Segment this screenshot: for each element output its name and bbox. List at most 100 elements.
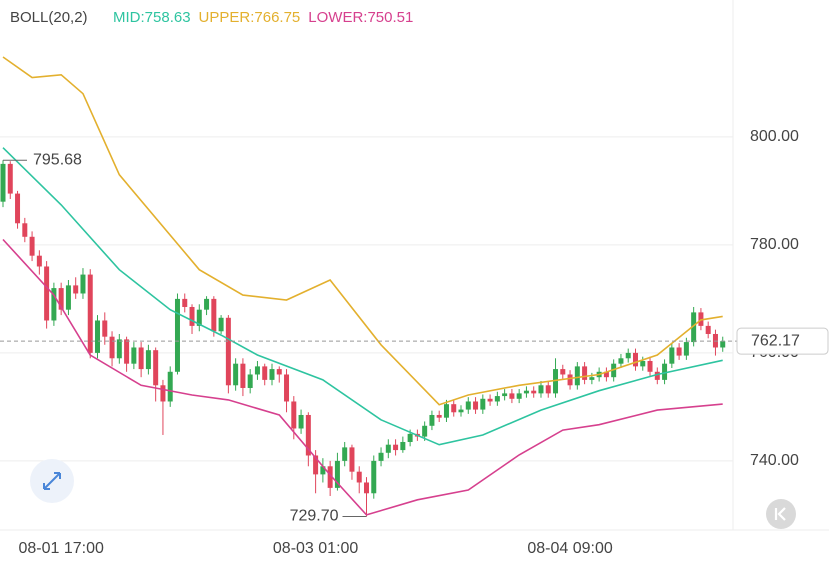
last-price-badge: [736, 327, 829, 355]
candle-body: [298, 414, 304, 429]
scroll-icon: [774, 507, 786, 521]
candle-body: [705, 325, 711, 334]
legend-entry: MID:758.63: [113, 9, 191, 26]
candle-body: [618, 358, 624, 364]
candle-body: [116, 339, 122, 359]
candle-body: [247, 374, 253, 388]
last-price-label: 762.17: [751, 332, 800, 349]
candle-body: [204, 298, 210, 310]
candle-body: [233, 363, 239, 386]
candle-body: [654, 371, 660, 380]
candle-body: [407, 433, 413, 442]
candle-body: [87, 274, 93, 353]
candle-body: [567, 374, 573, 386]
candle-body: [160, 385, 166, 402]
band-line: [2, 56, 723, 406]
expand-button[interactable]: [30, 459, 74, 503]
y-tick-label: 800.00: [750, 128, 799, 145]
candle-body: [429, 414, 435, 426]
candle-body: [0, 163, 6, 202]
candle-body: [138, 347, 144, 370]
candle-body: [385, 444, 391, 453]
candle-body: [625, 352, 631, 359]
candle-body: [509, 393, 515, 399]
candle-body: [29, 236, 35, 256]
x-tick-label: 08-03 01:00: [273, 540, 359, 557]
candle-body: [269, 369, 275, 380]
candle-body: [393, 444, 399, 451]
candle-body: [443, 404, 449, 418]
candle-body: [640, 360, 646, 367]
candle-body: [451, 404, 457, 413]
candle-body: [662, 363, 668, 380]
y-tick-label: 780.00: [750, 236, 799, 253]
candle-body: [174, 298, 180, 372]
candle-body: [502, 393, 508, 397]
scroll-latest-button[interactable]: [766, 499, 796, 529]
candle-body: [291, 401, 297, 429]
candle-body: [131, 347, 137, 364]
candle-body: [422, 425, 428, 437]
candle-body: [15, 193, 21, 224]
candle-body: [632, 352, 638, 367]
candle-body: [7, 163, 13, 194]
candle-body: [589, 377, 595, 380]
candle-body: [153, 350, 159, 386]
expand-icon: [43, 472, 61, 490]
annotation-label: 795.68: [33, 151, 82, 168]
candle-body: [553, 369, 559, 394]
candle-body: [356, 471, 362, 483]
candle-body: [582, 366, 588, 380]
candle-body: [458, 409, 464, 413]
candle-body: [560, 369, 566, 375]
candle-body: [95, 320, 101, 353]
candle-body: [676, 347, 682, 356]
candle-body: [603, 371, 609, 378]
candle-body: [480, 398, 486, 410]
candle-body: [182, 298, 188, 307]
candle-body: [102, 320, 108, 337]
band-line: [2, 147, 723, 446]
candle-body: [240, 363, 246, 388]
candle-body: [545, 385, 551, 394]
candle-body: [284, 374, 290, 402]
candle-body: [22, 223, 28, 237]
candle-body: [523, 390, 529, 394]
candle-body: [313, 455, 319, 475]
candle-body: [65, 285, 71, 310]
candle-body: [691, 312, 697, 343]
candle-body: [124, 339, 130, 364]
candle-body: [720, 341, 726, 348]
candle-body: [51, 288, 57, 321]
candle-body: [669, 347, 675, 364]
candle-body: [305, 414, 311, 456]
candle-body: [80, 274, 86, 294]
indicator-title: BOLL(20,2): [10, 9, 88, 26]
candle-body: [327, 466, 333, 488]
x-tick-label: 08-04 09:00: [527, 540, 613, 557]
candle-body: [254, 366, 260, 375]
candle-body: [196, 309, 202, 326]
candle-body: [211, 298, 217, 332]
candle-body: [465, 401, 471, 410]
candle-body: [225, 317, 231, 386]
candle-body: [73, 285, 79, 294]
y-tick-label: 740.00: [750, 452, 799, 469]
candle-body: [574, 366, 580, 386]
candle-body: [44, 266, 50, 321]
candle-body: [342, 447, 348, 461]
candle-body: [109, 336, 115, 359]
candle-body: [218, 317, 224, 332]
candle-body: [436, 414, 442, 418]
band-line: [2, 238, 723, 516]
candle-body: [262, 366, 268, 380]
candle-body: [334, 460, 340, 488]
candle-body: [58, 288, 64, 310]
candle-body: [189, 306, 195, 326]
candle-body: [349, 447, 355, 472]
candle-body: [36, 255, 42, 267]
candle-body: [487, 398, 493, 402]
candle-body: [473, 401, 479, 410]
